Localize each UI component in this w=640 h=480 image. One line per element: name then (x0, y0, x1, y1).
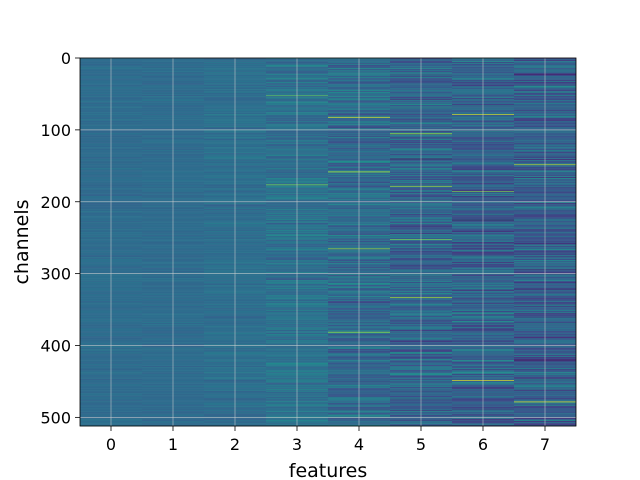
x-tick-label: 7 (540, 435, 550, 454)
heatmap-cells (80, 58, 576, 427)
y-axis-label: channels (11, 199, 33, 284)
plot-frame (79, 57, 577, 427)
x-tick-label: 2 (230, 435, 240, 454)
x-tick-label: 5 (416, 435, 426, 454)
grid-lines (80, 57, 576, 426)
y-tick-label: 0 (61, 49, 71, 68)
x-tick-label: 0 (106, 435, 116, 454)
y-tick-label: 400 (40, 337, 71, 356)
x-tick-label: 1 (168, 435, 178, 454)
y-tick-label: 500 (40, 408, 71, 427)
x-tick-label: 3 (292, 435, 302, 454)
x-axis-label: features (289, 460, 368, 480)
y-tick-label: 100 (40, 121, 71, 140)
x-tick-label: 4 (354, 435, 364, 454)
y-axis-ticks: 0 100 200 300 400 500 (40, 49, 80, 427)
x-tick-label: 6 (478, 435, 488, 454)
x-axis-ticks: 0 1 2 3 4 5 6 7 (106, 426, 550, 454)
y-tick-label: 300 (40, 265, 71, 284)
y-tick-label: 200 (40, 193, 71, 212)
